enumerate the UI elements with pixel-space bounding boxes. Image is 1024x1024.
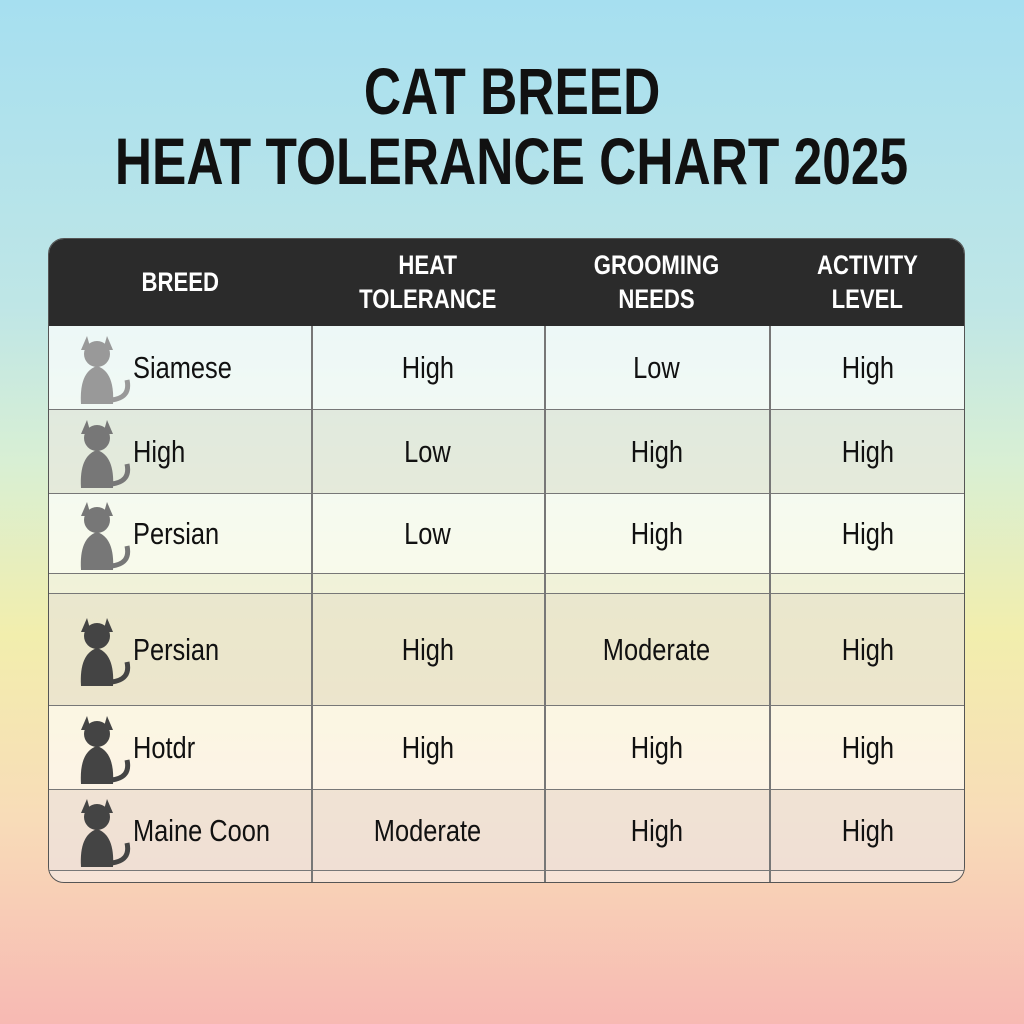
header-text: GROOMING NEEDS	[593, 249, 720, 314]
table-row	[49, 790, 964, 871]
cell-text: High	[630, 812, 683, 848]
cell-text: High	[841, 516, 894, 551]
table-row	[49, 326, 964, 410]
table-row	[49, 410, 964, 494]
cell-text: High	[841, 812, 894, 848]
cell-text: High	[401, 632, 454, 667]
title-line: CAT BREED	[0, 58, 1024, 124]
table-cell: High	[544, 410, 769, 494]
table-cell: High	[769, 326, 964, 410]
header-cell: GROOMING NEEDS	[544, 239, 769, 326]
table-cell: High	[769, 594, 964, 706]
cell-text: Persian	[133, 516, 220, 551]
cat-icon	[67, 494, 137, 574]
header-cell: BREED	[49, 239, 311, 326]
cell-text: High	[841, 434, 894, 469]
table-cell: Persian	[133, 494, 311, 574]
table-row	[49, 494, 964, 574]
cat-icon	[67, 328, 137, 408]
spacer-row	[49, 574, 964, 594]
cell-text: High	[401, 350, 454, 385]
table-row	[49, 594, 964, 706]
table-cell: High	[544, 706, 769, 790]
header-text: ACTIVITY LEVEL	[817, 249, 919, 314]
cell-text: Moderate	[602, 632, 711, 667]
header-text: HEAT TOLERANCE	[358, 249, 497, 314]
table-cell: Hotdr	[133, 706, 311, 790]
column-line	[544, 326, 546, 882]
header-bar	[49, 239, 964, 326]
cell-text: High	[841, 350, 894, 385]
cell-text: High	[133, 434, 186, 469]
table-cell: Low	[544, 326, 769, 410]
table-cell: High	[133, 410, 311, 494]
table-cell: High	[311, 706, 544, 790]
cat-icon	[67, 791, 137, 871]
table-cell: Moderate	[544, 594, 769, 706]
cell-text: Maine Coon	[133, 812, 271, 848]
cell-text: High	[630, 516, 683, 551]
table-cell: High	[769, 410, 964, 494]
cell-text: Low	[633, 350, 680, 385]
table-cell: High	[769, 706, 964, 790]
cat-icon	[67, 412, 137, 492]
table-row	[49, 706, 964, 790]
column-line	[769, 326, 771, 882]
table-cell: Siamese	[133, 326, 311, 410]
table-cell: Low	[311, 494, 544, 574]
table-cell: High	[544, 494, 769, 574]
cell-text: Moderate	[373, 812, 482, 848]
table-cell: High	[311, 326, 544, 410]
cell-text: Low	[404, 434, 451, 469]
table-cell: Maine Coon	[133, 790, 311, 871]
table-cell: High	[769, 494, 964, 574]
spacer-row	[49, 871, 964, 882]
title-text: CAT BREED	[363, 54, 661, 128]
column-line	[311, 326, 313, 882]
table-cell: Moderate	[311, 790, 544, 871]
header-cell: HEAT TOLERANCE	[311, 239, 544, 326]
cell-text: Siamese	[133, 350, 232, 385]
table-cell: High	[311, 594, 544, 706]
table-cell: Low	[311, 410, 544, 494]
cat-icon	[67, 610, 137, 690]
cell-text: High	[841, 632, 894, 667]
header-text: BREED	[141, 266, 219, 297]
table-cell: High	[769, 790, 964, 871]
table: BREED HEAT TOLERANCE GROOMING NEEDS ACTIVIT…	[48, 238, 965, 883]
table-cell: High	[544, 790, 769, 871]
cell-text: Persian	[133, 632, 220, 667]
cat-icon	[67, 708, 137, 788]
header-cell: ACTIVITY LEVEL	[769, 239, 964, 326]
cell-text: High	[630, 434, 683, 469]
cell-text: High	[841, 730, 894, 765]
title-text: HEAT TOLERANCE CHART 2025	[115, 124, 909, 198]
cell-text: Low	[404, 516, 451, 551]
cell-text: Hotdr	[133, 730, 196, 765]
cell-text: High	[630, 730, 683, 765]
title-line: HEAT TOLERANCE CHART 2025	[0, 128, 1024, 194]
table-cell: Persian	[133, 594, 311, 706]
cell-text: High	[401, 730, 454, 765]
